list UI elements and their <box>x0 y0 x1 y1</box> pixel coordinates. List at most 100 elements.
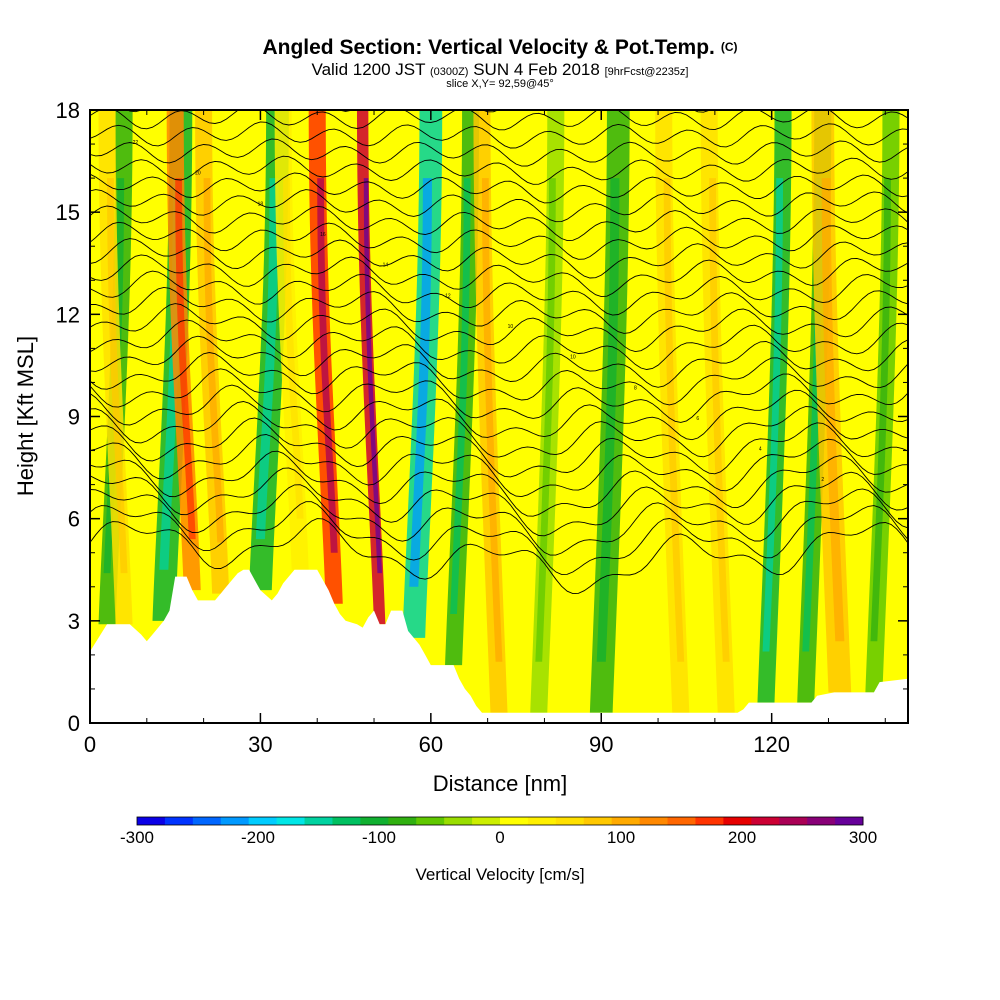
contour-label: 14 <box>383 263 389 269</box>
velocity-band-core <box>596 178 620 662</box>
contour-label: 12 <box>445 293 451 299</box>
colorbar-swatch <box>835 817 864 825</box>
x-tick-label: 90 <box>589 732 613 757</box>
chart-subtitle: Valid 1200 JST (0300Z) SUN 4 Feb 2018 [9… <box>0 61 1000 81</box>
contour-label: 8 <box>634 385 637 391</box>
colorbar: -300 -200 -100 0 100 200 300 <box>120 816 877 847</box>
chart-title: Angled Section: Vertical Velocity & Pot.… <box>262 36 715 59</box>
colorbar-swatch <box>332 817 361 825</box>
colorbar-swatch <box>555 817 585 825</box>
plot-area: 22 20 18 16 14 12 10 10 8 6 4 2 <box>90 110 908 723</box>
contour-label: 20 <box>195 171 201 177</box>
y-tick-label: 6 <box>68 507 80 532</box>
theta-contour <box>90 434 908 498</box>
theta-contour <box>90 501 908 575</box>
y-tick-label: 3 <box>68 609 80 634</box>
theta-contour <box>90 286 908 334</box>
velocity-band-core <box>709 178 730 662</box>
colorbar-tick-label: 0 <box>495 828 504 847</box>
velocity-band-core <box>870 178 891 642</box>
colorbar-swatch <box>388 817 417 825</box>
velocity-band-core <box>481 178 503 662</box>
colorbar-swatch <box>220 817 250 825</box>
velocity-band-core <box>283 178 304 519</box>
colorbar-swatch <box>667 817 696 825</box>
colorbar-tick-label: 200 <box>728 828 756 847</box>
theta-contour <box>90 121 908 149</box>
theta-contour <box>90 450 908 517</box>
theta-contour <box>90 238 908 279</box>
colorbar-tick-label: 300 <box>849 828 877 847</box>
velocity-band-core <box>762 178 784 652</box>
x-tick-label: 120 <box>753 732 790 757</box>
chart-title-units: (C) <box>720 40 738 54</box>
theta-contour <box>90 270 908 316</box>
theta-contour <box>90 138 908 167</box>
contour-label: 10 <box>508 324 514 330</box>
colorbar-swatch <box>779 817 808 825</box>
theta-contour <box>90 352 908 406</box>
velocity-band-core <box>363 178 382 574</box>
slice-label: slice X,Y= 92,59@45° <box>446 78 554 90</box>
colorbar-frame <box>136 816 864 826</box>
y-tick-label: 9 <box>68 405 80 430</box>
colorbar-swatch <box>444 817 473 825</box>
y-tick-label: 12 <box>56 302 80 327</box>
x-tick-label: 30 <box>248 732 272 757</box>
theta-contour <box>90 303 908 353</box>
colorbar-swatch <box>639 817 669 825</box>
velocity-band-core <box>317 178 338 553</box>
colorbar-tick-label: -200 <box>241 828 275 847</box>
velocity-band-core <box>663 178 685 662</box>
theta-contour <box>126 110 853 113</box>
velocity-band-core <box>821 178 845 642</box>
theta-contour <box>90 467 908 537</box>
velocity-band-core <box>107 178 128 574</box>
colorbar-tick-label: -300 <box>120 828 154 847</box>
theta-contour <box>90 368 908 423</box>
x-axis-title: Distance [nm] <box>433 771 568 796</box>
colorbar-swatch <box>527 817 557 825</box>
colorbar-swatch <box>248 817 278 825</box>
colorbar-swatch <box>472 817 501 825</box>
contour-label: 16 <box>320 232 326 238</box>
colorbar-swatch <box>276 817 306 825</box>
velocity-band-core <box>255 178 279 540</box>
colorbar-title: Vertical Velocity [cm/s] <box>415 865 584 884</box>
velocity-band-core <box>175 178 196 540</box>
theta-contour <box>90 401 908 458</box>
terrain <box>90 569 908 723</box>
contour-label: 22 <box>133 140 139 146</box>
theta-contour <box>90 319 908 370</box>
velocity-band-core <box>203 178 225 543</box>
theta-contour <box>90 335 908 388</box>
colorbar-swatch <box>416 817 445 825</box>
y-tick-label: 15 <box>56 200 80 225</box>
theta-contour <box>90 518 908 595</box>
colorbar-tick-label: 100 <box>607 828 635 847</box>
y-axis-title: Height [Kft MSL] <box>13 336 38 496</box>
theta-contour <box>90 172 908 204</box>
contour-label: 10 <box>570 355 576 361</box>
y-tick-label: 0 <box>68 711 80 736</box>
colorbar-tick-label: -100 <box>362 828 396 847</box>
theta-contour <box>90 155 908 185</box>
theta-contour <box>90 221 908 260</box>
theta-contour <box>90 484 908 556</box>
colorbar-swatch <box>611 817 641 825</box>
colorbar-swatch <box>583 817 613 825</box>
colorbar-swatch <box>304 817 333 825</box>
colorbar-swatch <box>723 817 752 825</box>
subtitle-forecast: [9hrFcst@2235z] <box>604 66 689 78</box>
contour-label: 4 <box>759 447 762 453</box>
contour-label: 6 <box>696 416 699 422</box>
colorbar-swatch <box>695 817 724 825</box>
colorbar-swatch <box>751 817 780 825</box>
theta-contour <box>90 417 908 478</box>
theta-contour <box>90 254 908 298</box>
colorbar-swatch <box>192 817 222 825</box>
theta-contour <box>90 384 908 441</box>
colorbar-swatch <box>164 817 194 825</box>
theta-contour <box>90 205 908 242</box>
